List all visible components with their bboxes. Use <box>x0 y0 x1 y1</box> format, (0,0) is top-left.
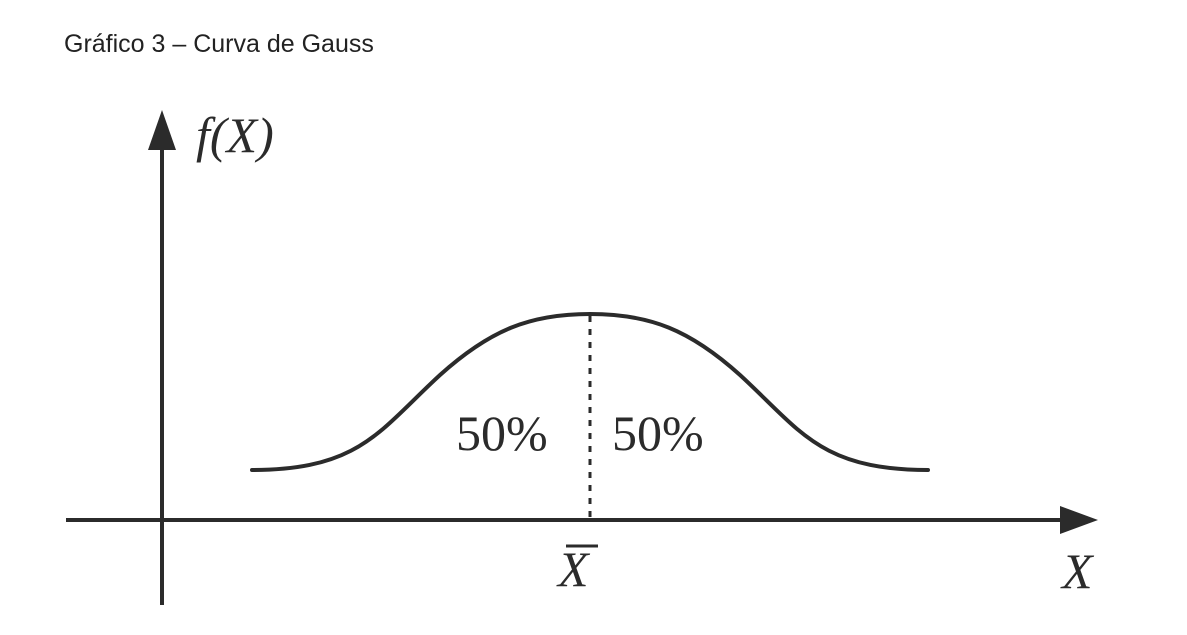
right-area-label: 50% <box>612 405 704 461</box>
y-axis-arrowhead <box>148 110 176 150</box>
gauss-curve <box>250 311 930 472</box>
figure-caption: Gráfico 3 – Curva de Gauss <box>64 30 374 58</box>
mean-label: X <box>556 541 591 597</box>
y-axis-label: f(X) <box>196 107 274 163</box>
x-axis-label: X <box>1060 543 1095 599</box>
x-axis-arrowhead <box>1060 506 1098 534</box>
left-area-label: 50% <box>456 405 548 461</box>
